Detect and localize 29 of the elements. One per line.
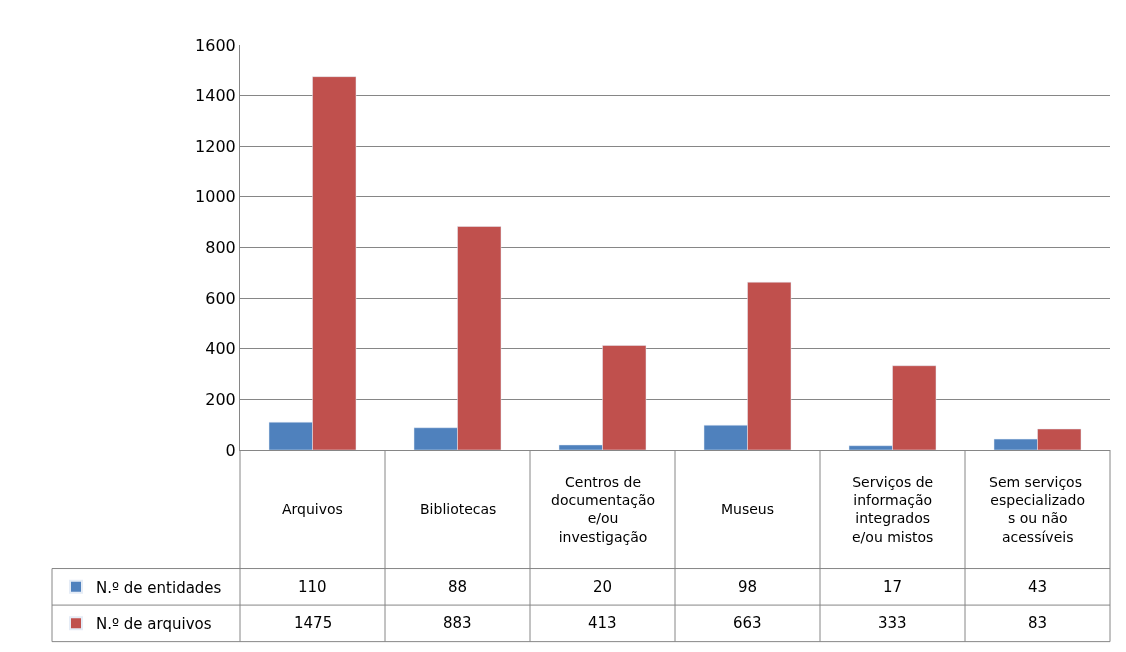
data-label: 883: [443, 614, 472, 632]
data-label: 333: [878, 614, 907, 632]
legend-label: N.º de arquivos: [96, 615, 212, 634]
data-label: 110: [298, 578, 327, 596]
y-tick-label: 0: [225, 440, 236, 460]
data-label: 98: [738, 578, 758, 596]
x-tick-label: Museus: [721, 501, 775, 517]
data-label: 88: [448, 578, 468, 596]
y-tick-label: 1200: [195, 136, 236, 156]
data-label: 1475: [294, 614, 333, 632]
x-tick-label: Arquivos: [282, 501, 343, 517]
y-tick-label: 200: [205, 389, 236, 409]
y-tick-label: 1000: [195, 187, 236, 207]
x-tick-label: Serviços de informação integrados e/ou mistos: [852, 474, 934, 545]
x-tick-label: Sem serviços especializados ou não acessíveis: [989, 474, 1087, 545]
y-tick-label: 800: [205, 238, 236, 258]
x-tick-label: Centros de documentação e/ou investigação: [551, 474, 656, 545]
x-tick-label: Bibliotecas: [420, 501, 497, 517]
data-label: 20: [593, 578, 613, 596]
y-tick-label: 1400: [195, 86, 236, 106]
data-label: 17: [883, 578, 903, 596]
data-label: 83: [1028, 614, 1048, 632]
data-label: 43: [1028, 578, 1048, 596]
y-tick-label: 400: [205, 339, 236, 359]
y-tick-label: 1600: [195, 35, 236, 55]
legend-label: N.º de entidades: [96, 578, 222, 597]
data-label: 663: [733, 614, 762, 632]
data-label: 413: [588, 614, 617, 632]
y-tick-label: 600: [205, 288, 236, 308]
